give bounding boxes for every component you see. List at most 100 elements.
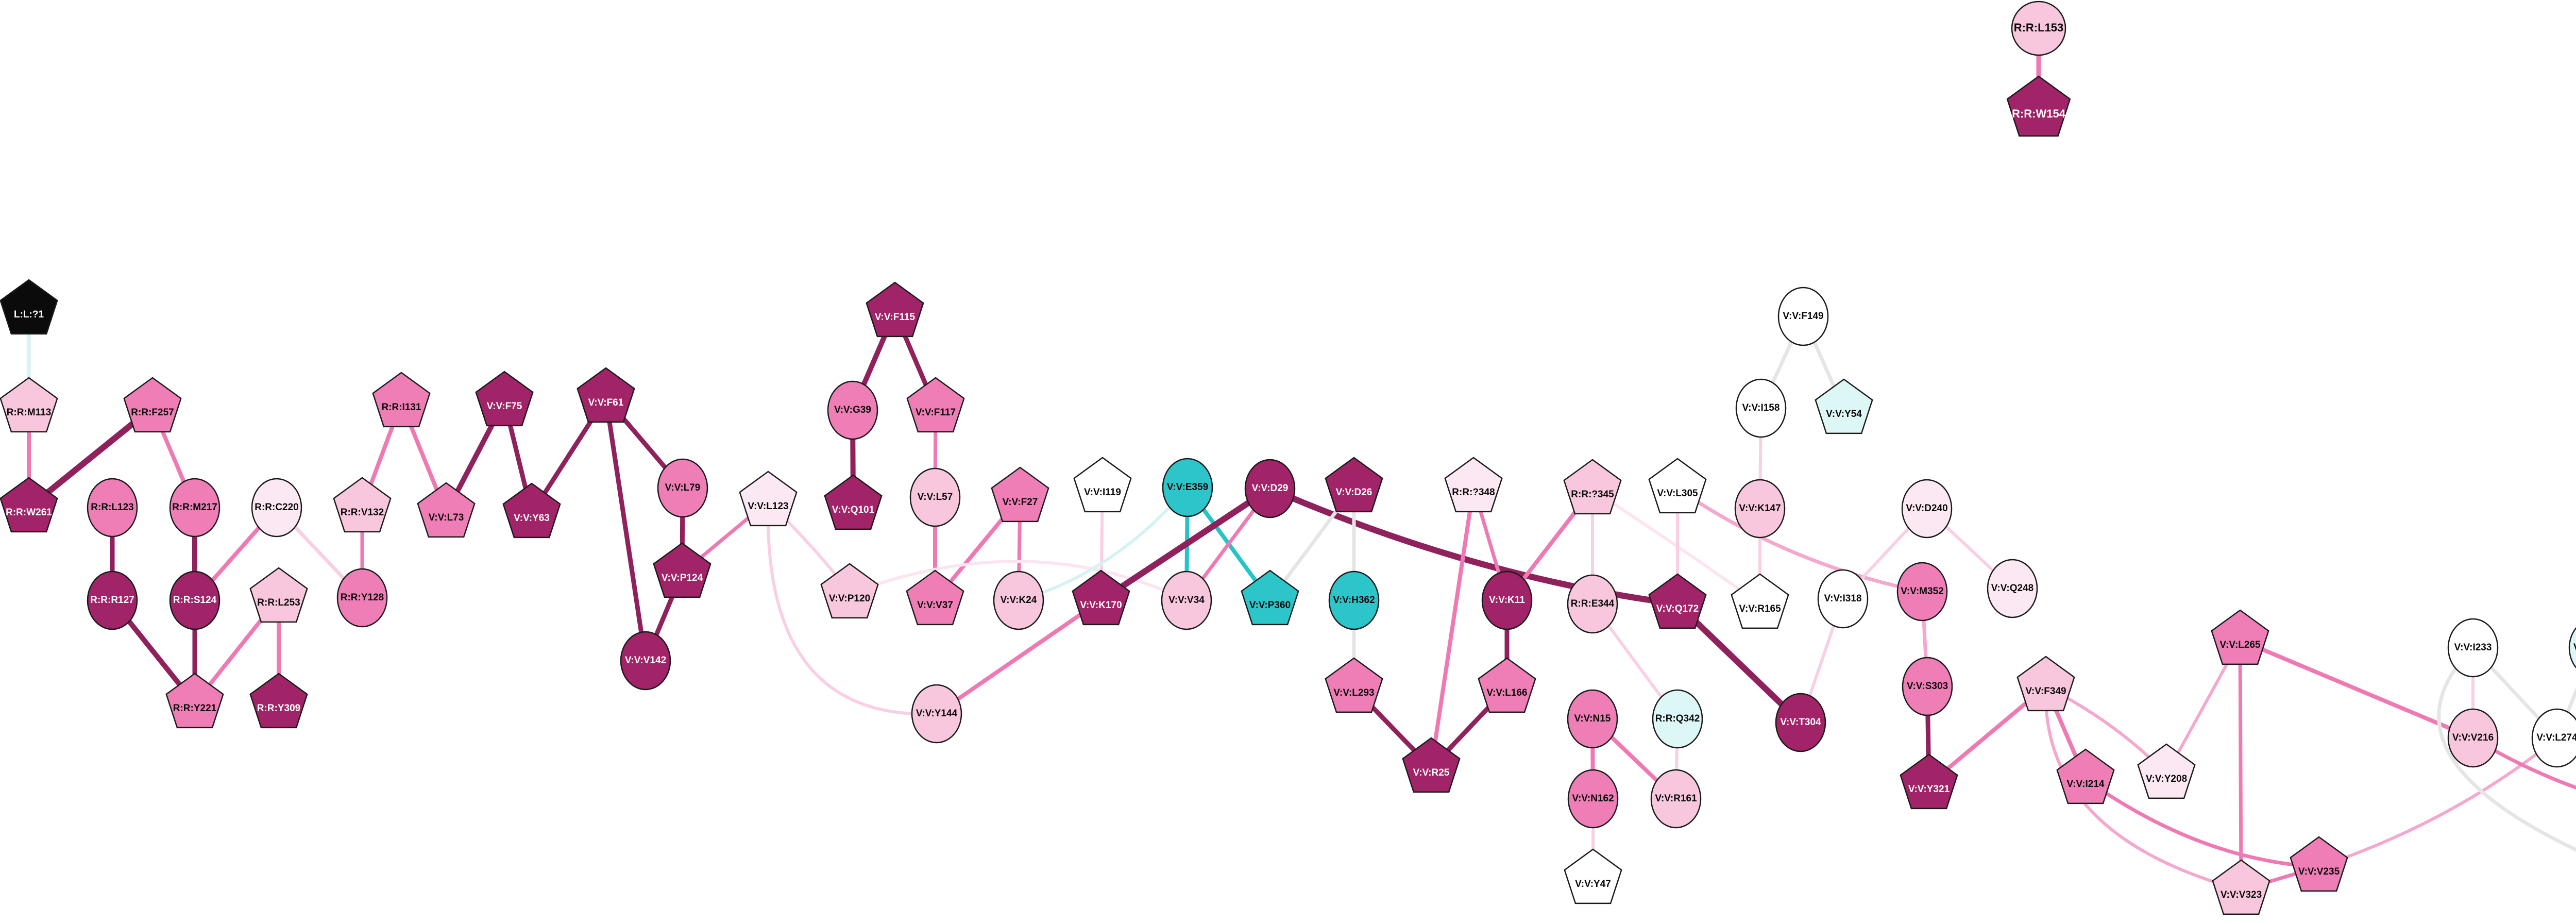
node-V:V:N162[interactable]: V:V:N162 (1567, 769, 1619, 829)
node-V:V:Y208[interactable]: V:V:Y208 (2137, 743, 2196, 799)
circle-node-V:V:I233[interactable] (2447, 618, 2499, 678)
node-V:V:S303[interactable]: V:V:S303 (1902, 657, 1953, 716)
circle-node-V:V:E256[interactable] (2568, 619, 2576, 677)
node-V:V:D26[interactable]: V:V:D26 (1325, 457, 1383, 513)
node-V:V:Y54[interactable]: V:V:Y54 (1815, 378, 1873, 434)
pentagon-node-V:V:I119[interactable] (1073, 457, 1132, 513)
pentagon-node-R:R:W154[interactable] (2006, 75, 2071, 137)
pentagon-node-R:R:Y309[interactable] (249, 673, 308, 729)
pentagon-node-V:V:Y208[interactable] (2137, 743, 2196, 799)
node-V:V:F75[interactable]: V:V:F75 (475, 371, 534, 427)
node-R:R:F257[interactable]: R:R:F257 (123, 377, 182, 433)
node-V:V:T304[interactable]: V:V:T304 (1775, 693, 1826, 752)
pentagon-node-V:V:I214[interactable] (2056, 748, 2115, 804)
pentagon-node-V:V:K170[interactable] (1072, 569, 1130, 626)
pentagon-node-V:V:Y63[interactable] (502, 482, 561, 539)
circle-node-V:V:K24[interactable] (993, 570, 1044, 630)
pentagon-node-V:V:R165[interactable] (1731, 573, 1789, 629)
node-V:V:D240[interactable]: V:V:D240 (1901, 479, 1953, 539)
node-V:V:P360[interactable]: V:V:P360 (1241, 569, 1299, 626)
node-R:R:C220[interactable]: R:R:C220 (251, 478, 302, 538)
circle-node-V:V:Q248[interactable] (1987, 559, 2038, 618)
circle-node-R:R:M217[interactable] (169, 478, 221, 538)
node-V:V:L265[interactable]: V:V:L265 (2211, 609, 2269, 665)
pentagon-node-V:V:Y54[interactable] (1815, 378, 1873, 434)
circle-node-V:V:K11[interactable] (1481, 570, 1533, 630)
pentagon-node-R:R:L253[interactable] (249, 567, 308, 623)
pentagon-node-R:R:?348[interactable] (1444, 457, 1503, 513)
pentagon-node-V:V:L73[interactable] (417, 482, 476, 538)
pentagon-node-V:V:V323[interactable] (2212, 859, 2270, 915)
pentagon-node-L:L:?1[interactable] (0, 279, 58, 335)
node-V:V:I318[interactable]: V:V:I318 (1817, 569, 1869, 629)
node-V:V:R165[interactable]: V:V:R165 (1731, 573, 1789, 629)
node-R:R:E344[interactable]: R:R:E344 (1567, 574, 1618, 634)
pentagon-node-V:V:L123[interactable] (739, 471, 798, 527)
node-R:R:W261[interactable]: R:R:W261 (0, 477, 58, 533)
node-R:R:M113[interactable]: R:R:M113 (0, 377, 58, 433)
node-V:V:F117[interactable]: V:V:F117 (906, 377, 965, 433)
node-V:V:K11[interactable]: V:V:K11 (1481, 570, 1533, 630)
pentagon-node-V:V:Y47[interactable] (1564, 848, 1622, 904)
node-V:V:Q248[interactable]: V:V:Q248 (1987, 559, 2038, 618)
circle-node-V:V:R161[interactable] (1650, 769, 1702, 829)
node-V:V:L166[interactable]: V:V:L166 (1478, 657, 1536, 713)
circle-node-R:R:Y128[interactable] (336, 568, 388, 628)
node-V:V:V142[interactable]: V:V:V142 (620, 631, 671, 691)
node-V:V:L293[interactable]: V:V:L293 (1325, 657, 1383, 713)
pentagon-node-V:V:P360[interactable] (1241, 569, 1299, 626)
node-V:V:N15[interactable]: V:V:N15 (1567, 689, 1618, 749)
circle-node-V:V:S303[interactable] (1902, 657, 1953, 716)
node-R:R:?348[interactable]: R:R:?348 (1444, 457, 1503, 513)
node-V:V:V235[interactable]: V:V:V235 (2290, 836, 2348, 892)
pentagon-node-V:V:V37[interactable] (906, 569, 964, 626)
circle-node-R:R:Q342[interactable] (1652, 689, 1703, 749)
node-V:V:Y321[interactable]: V:V:Y321 (1900, 753, 1958, 810)
pentagon-node-V:V:F61[interactable] (577, 367, 635, 423)
pentagon-node-R:R:V132[interactable] (333, 477, 392, 533)
node-V:V:V34[interactable]: V:V:V34 (1161, 570, 1212, 630)
node-V:V:F115[interactable]: V:V:F115 (866, 281, 924, 338)
pentagon-node-R:R:F257[interactable] (123, 377, 182, 433)
circle-node-V:V:G39[interactable] (827, 380, 878, 440)
node-R:R:L153[interactable]: R:R:L153 (2011, 1, 2066, 56)
pentagon-node-V:V:Y321[interactable] (1900, 753, 1958, 810)
pentagon-node-V:V:F349[interactable] (2016, 656, 2075, 712)
pentagon-node-V:V:P124[interactable] (653, 542, 711, 598)
node-V:V:L73[interactable]: V:V:L73 (417, 482, 476, 538)
node-L:L:?1[interactable]: L:L:?1 (0, 279, 58, 335)
circle-node-V:V:V216[interactable] (2447, 708, 2499, 768)
circle-node-V:V:K147[interactable] (1734, 479, 1786, 539)
node-V:V:F27[interactable]: V:V:F27 (991, 466, 1049, 523)
node-V:V:E256[interactable]: V:V:E256 (2568, 619, 2576, 677)
circle-node-R:R:L153[interactable] (2011, 1, 2066, 56)
node-V:V:K147[interactable]: V:V:K147 (1734, 479, 1786, 539)
node-V:V:F61[interactable]: V:V:F61 (577, 367, 635, 423)
circle-node-R:R:R127[interactable] (87, 570, 138, 630)
pentagon-node-R:R:?345[interactable] (1563, 459, 1622, 515)
node-V:V:P124[interactable]: V:V:P124 (653, 542, 711, 598)
pentagon-node-R:R:Y221[interactable] (165, 673, 224, 729)
node-R:R:M217[interactable]: R:R:M217 (169, 478, 221, 538)
pentagon-node-V:V:V235[interactable] (2290, 836, 2348, 892)
circle-node-V:V:D29[interactable] (1244, 459, 1296, 518)
node-R:R:Q342[interactable]: R:R:Q342 (1652, 689, 1703, 749)
pentagon-node-V:V:P120[interactable] (820, 563, 879, 619)
circle-node-V:V:E359[interactable] (1162, 458, 1213, 517)
node-R:R:L123[interactable]: R:R:L123 (87, 478, 138, 538)
node-V:V:K170[interactable]: V:V:K170 (1072, 569, 1130, 626)
node-V:V:Q101[interactable]: V:V:Q101 (824, 474, 883, 530)
node-R:R:?345[interactable]: R:R:?345 (1563, 459, 1622, 515)
node-V:V:I119[interactable]: V:V:I119 (1073, 457, 1132, 513)
node-R:R:Y128[interactable]: R:R:Y128 (336, 568, 388, 628)
pentagon-node-V:V:Q172[interactable] (1648, 573, 1707, 629)
node-V:V:V216[interactable]: V:V:V216 (2447, 708, 2499, 768)
circle-node-V:V:L274[interactable] (2531, 708, 2576, 768)
node-V:V:I158[interactable]: V:V:I158 (1735, 378, 1787, 438)
circle-node-R:R:C220[interactable] (251, 478, 302, 538)
circle-node-R:R:L123[interactable] (87, 478, 138, 538)
node-R:R:Y309[interactable]: R:R:Y309 (249, 673, 308, 729)
node-R:R:L253[interactable]: R:R:L253 (249, 567, 308, 623)
node-V:V:L274[interactable]: V:V:L274 (2531, 708, 2576, 768)
pentagon-node-R:R:I131[interactable] (372, 372, 431, 428)
